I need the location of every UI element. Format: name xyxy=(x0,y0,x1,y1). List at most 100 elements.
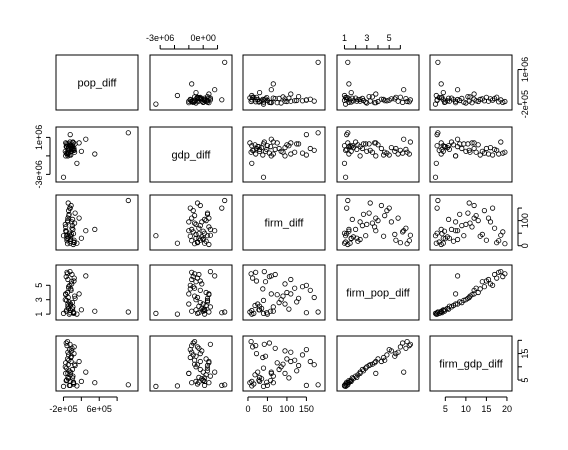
point-firm_diff-vs-gdp_diff-26 xyxy=(203,238,209,244)
point-firm_diff-vs-gdp_diff-44 xyxy=(219,205,225,211)
point-firm_pop_diff-vs-firm_diff-5 xyxy=(262,279,269,285)
point-firm_diff-vs-pop_diff-44 xyxy=(67,205,73,211)
point-firm_gdp_diff-vs-firm_diff-43 xyxy=(260,383,267,389)
point-gdp_diff-vs-pop_diff-40 xyxy=(76,140,82,146)
point-firm_pop_diff-vs-pop_diff-38 xyxy=(83,273,89,279)
point-firm_pop_diff-vs-firm_gdp_diff-31 xyxy=(457,299,463,305)
point-gdp_diff-vs-pop_diff-43 xyxy=(60,174,67,180)
point-pop_diff-vs-firm_diff-30 xyxy=(248,98,254,105)
point-firm_pop_diff-vs-pop_diff-28 xyxy=(70,310,77,316)
panel-firm_diff-vs-firm_pop_diff xyxy=(336,194,420,251)
point-firm_diff-vs-gdp_diff-14 xyxy=(196,225,202,231)
point-firm_gdp_diff-vs-firm_diff-36 xyxy=(311,362,317,368)
point-firm_diff-vs-gdp_diff-37 xyxy=(207,232,213,238)
point-firm_pop_diff-vs-firm_gdp_diff-35 xyxy=(441,308,448,314)
point-firm_pop_diff-vs-firm_gdp_diff-36 xyxy=(466,294,472,301)
point-gdp_diff-vs-firm_pop_diff-23 xyxy=(364,148,370,154)
point-firm_pop_diff-vs-gdp_diff-44 xyxy=(219,310,225,316)
point-firm_pop_diff-vs-firm_diff-39 xyxy=(256,307,263,313)
point-firm_gdp_diff-vs-firm_pop_diff-29 xyxy=(371,360,378,366)
point-gdp_diff-vs-firm_pop_diff-26 xyxy=(355,142,361,148)
tick-label-top-firm_pop_diff: 3 xyxy=(364,33,369,43)
point-pop_diff-vs-firm_pop_diff-14 xyxy=(403,96,409,102)
point-pop_diff-vs-firm_pop_diff-42 xyxy=(345,59,351,65)
point-firm_diff-vs-gdp_diff-25 xyxy=(190,208,196,214)
point-firm_diff-vs-firm_pop_diff-2 xyxy=(354,235,360,241)
point-firm_gdp_diff-vs-firm_pop_diff-30 xyxy=(404,338,410,345)
point-firm_pop_diff-vs-gdp_diff-12 xyxy=(187,282,193,288)
point-firm_gdp_diff-vs-pop_diff-40 xyxy=(76,358,82,365)
point-firm_pop_diff-vs-gdp_diff-32 xyxy=(187,286,193,292)
point-gdp_diff-vs-firm_gdp_diff-34 xyxy=(483,145,489,152)
tick-label-right-firm_gdp_diff: 5 xyxy=(520,378,530,383)
point-gdp_diff-vs-firm_gdp_diff-20 xyxy=(471,145,477,152)
point-firm_gdp_diff-vs-gdp_diff-34 xyxy=(197,350,203,357)
point-gdp_diff-vs-firm_gdp_diff-6 xyxy=(459,145,465,152)
point-firm_gdp_diff-vs-gdp_diff-18 xyxy=(189,349,195,355)
point-firm_pop_diff-vs-firm_diff-23 xyxy=(278,297,284,303)
point-firm_pop_diff-vs-gdp_diff-45 xyxy=(189,308,195,314)
point-firm_gdp_diff-vs-firm_pop_diff-34 xyxy=(393,350,399,357)
panel-pop_diff-vs-pop_diff xyxy=(55,54,139,111)
point-firm_diff-vs-firm_pop_diff-17 xyxy=(363,233,369,239)
point-firm_gdp_diff-vs-gdp_diff-40 xyxy=(206,358,212,365)
point-firm_diff-vs-firm_gdp_diff-8 xyxy=(465,210,471,216)
panel-gdp_diff-vs-firm_pop_diff xyxy=(336,126,420,183)
point-gdp_diff-vs-firm_pop_diff-8 xyxy=(366,141,372,147)
point-firm_diff-vs-firm_gdp_diff-21 xyxy=(448,226,455,232)
point-gdp_diff-vs-firm_gdp_diff-23 xyxy=(463,148,469,154)
point-firm_pop_diff-vs-firm_diff-1 xyxy=(253,269,259,275)
point-firm_gdp_diff-vs-gdp_diff-14 xyxy=(196,345,202,351)
point-firm_diff-vs-gdp_diff-1 xyxy=(189,238,195,244)
point-firm_diff-vs-firm_gdp_diff-10 xyxy=(475,218,481,224)
point-pop_diff-vs-firm_gdp_diff-45 xyxy=(438,81,444,87)
point-firm_diff-vs-pop_diff-39 xyxy=(78,235,85,241)
tick-label-left-gdp_diff: -3e+06 xyxy=(34,160,44,188)
point-gdp_diff-vs-firm_pop_diff-45 xyxy=(346,151,352,157)
point-gdp_diff-vs-firm_pop_diff-17 xyxy=(363,141,369,147)
point-firm_gdp_diff-vs-firm_diff-12 xyxy=(303,346,309,353)
point-firm_gdp_diff-vs-pop_diff-42 xyxy=(125,382,131,388)
point-gdp_diff-vs-pop_diff-37 xyxy=(67,139,73,145)
point-firm_diff-vs-firm_pop_diff-43 xyxy=(342,233,349,239)
point-gdp_diff-vs-firm_gdp_diff-25 xyxy=(481,150,487,156)
point-firm_diff-vs-firm_gdp_diff-41 xyxy=(433,240,439,246)
point-pop_diff-vs-firm_pop_diff-29 xyxy=(371,100,378,106)
point-firm_gdp_diff-vs-firm_diff-41 xyxy=(249,383,255,389)
point-firm_gdp_diff-vs-firm_pop_diff-36 xyxy=(367,362,373,368)
point-firm_diff-vs-pop_diff-37 xyxy=(67,232,73,238)
point-firm_diff-vs-gdp_diff-40 xyxy=(206,215,212,221)
point-firm_pop_diff-vs-firm_diff-34 xyxy=(253,278,260,284)
point-gdp_diff-vs-firm_pop_diff-44 xyxy=(344,132,350,138)
point-firm_gdp_diff-vs-firm_diff-9 xyxy=(266,340,272,346)
point-firm_diff-vs-pop_diff-24 xyxy=(64,236,70,242)
point-firm_diff-vs-firm_gdp_diff-42 xyxy=(435,197,441,204)
point-firm_diff-vs-firm_gdp_diff-32 xyxy=(477,233,483,239)
point-firm_pop_diff-vs-firm_gdp_diff-33 xyxy=(445,306,452,312)
point-pop_diff-vs-firm_diff-43 xyxy=(260,101,267,107)
point-pop_diff-vs-firm_diff-42 xyxy=(315,59,321,65)
point-firm_diff-vs-firm_gdp_diff-24 xyxy=(442,236,448,242)
point-firm_gdp_diff-vs-firm_diff-34 xyxy=(253,350,260,357)
point-firm_diff-vs-firm_gdp_diff-38 xyxy=(454,228,461,234)
panels-layer: pop_diff gdp_diff firm_diff firm_pop_difffi… xyxy=(55,54,513,392)
point-firm_gdp_diff-vs-pop_diff-34 xyxy=(71,350,77,357)
point-firm_pop_diff-vs-firm_diff-41 xyxy=(249,311,255,317)
variable-label-firm_pop_diff: firm_pop_diff xyxy=(346,288,410,300)
point-gdp_diff-vs-firm_diff-44 xyxy=(303,132,309,138)
point-firm_pop_diff-vs-pop_diff-21 xyxy=(70,304,76,310)
point-firm_pop_diff-vs-pop_diff-45 xyxy=(92,308,98,314)
point-firm_pop_diff-vs-firm_diff-30 xyxy=(248,271,254,277)
point-firm_pop_diff-vs-firm_diff-43 xyxy=(260,310,267,316)
point-firm_diff-vs-firm_gdp_diff-26 xyxy=(450,238,457,244)
point-gdp_diff-vs-firm_pop_diff-46 xyxy=(357,153,363,159)
panel-firm_gdp_diff-vs-pop_diff xyxy=(55,335,139,392)
point-firm_diff-vs-firm_pop_diff-27 xyxy=(388,219,394,225)
point-gdp_diff-vs-firm_gdp_diff-43 xyxy=(432,174,439,180)
point-firm_diff-vs-firm_pop_diff-36 xyxy=(367,200,373,206)
point-firm_pop_diff-vs-firm_diff-32 xyxy=(260,286,266,292)
point-firm_pop_diff-vs-pop_diff-16 xyxy=(72,293,78,299)
point-firm_pop_diff-vs-firm_diff-38 xyxy=(268,273,274,279)
point-firm_pop_diff-vs-gdp_diff-11 xyxy=(199,305,205,311)
point-gdp_diff-vs-firm_pop_diff-0 xyxy=(373,153,379,159)
